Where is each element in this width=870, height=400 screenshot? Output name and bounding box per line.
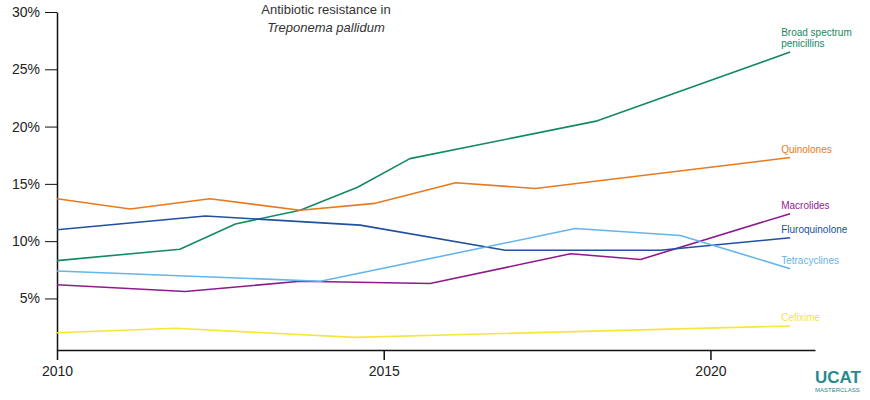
y-tick-mark [45,69,57,70]
y-tick: 15% [12,176,57,192]
chart: Antibiotic resistance in Treponema pallid… [0,0,870,400]
x-axis: 2010 2015 2020 [42,350,816,379]
x-tick-mark [710,350,712,360]
series-label: Macrolides [781,200,829,211]
x-tick: 2015 [369,350,400,379]
y-tick-mark [45,298,57,299]
x-tick-label: 2015 [369,363,400,379]
series-line [57,158,790,211]
series-line [57,52,790,261]
y-tick-mark [45,127,57,128]
x-tick-mark [57,350,59,360]
series-labels: Broad spectrumpenicillins Quinolones Macro… [781,27,852,323]
series-label: Tetracyclines [781,255,839,266]
plot-area [57,52,790,337]
y-tick-mark [45,12,57,13]
series-line [57,229,790,282]
y-axis: 5% 10% 15% 20% 25% 30% [12,4,58,351]
series-label: Cefixime [781,312,820,323]
series-line [57,216,790,250]
x-tick-label: 2010 [42,363,73,379]
y-tick: 30% [12,4,57,20]
series-line [57,214,790,292]
y-tick-label: 5% [20,290,40,306]
x-axis-line [58,350,816,352]
y-tick-label: 20% [12,119,40,135]
y-tick-label: 15% [12,176,40,192]
x-tick: 2010 [42,350,73,379]
series-label-line: Broad spectrum [781,27,852,38]
y-tick-label: 10% [12,233,40,249]
logo-text: UCAT [815,368,862,387]
series-line [57,326,790,337]
y-tick: 10% [12,233,57,249]
chart-title: Antibiotic resistance in [261,2,390,17]
series-label: Fluroquinolone [781,224,848,235]
y-tick-mark [45,184,57,185]
chart-subtitle: Treponema pallidum [267,20,385,35]
logo-subtext: MASTERCLASS [815,387,860,393]
y-axis-line [57,13,59,351]
series-label: Broad spectrumpenicillins [781,27,852,49]
y-tick-label: 30% [12,4,40,20]
y-tick: 25% [12,61,57,77]
x-tick-mark [383,350,385,360]
x-tick-label: 2020 [695,363,726,379]
y-tick: 20% [12,119,57,135]
x-tick: 2020 [695,350,726,379]
y-tick-mark [45,241,57,242]
series-label-line: penicillins [781,38,824,49]
series-label: Quinolones [781,144,832,155]
y-tick: 5% [20,290,57,306]
y-tick-label: 25% [12,61,40,77]
